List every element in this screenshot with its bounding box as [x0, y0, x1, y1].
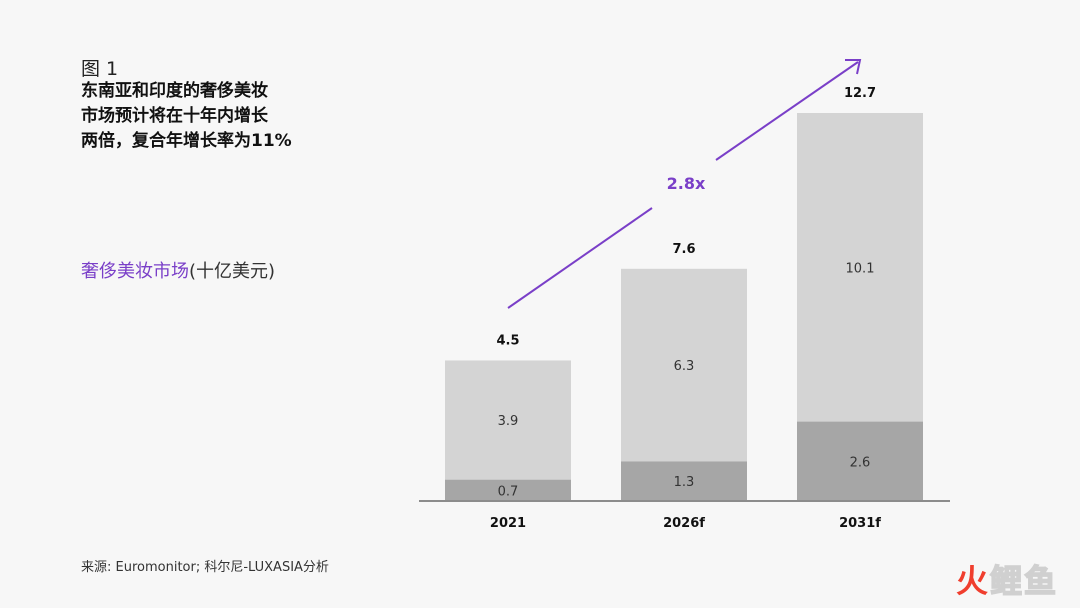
bar-segment-2026f-1 — [621, 268, 747, 462]
segment-value-label: 1.3 — [674, 475, 695, 490]
x-tick-label: 2026f — [663, 516, 705, 531]
bar-segment-2026f-0 — [621, 461, 747, 501]
segment-value-label: 6.3 — [674, 359, 695, 374]
bar-total-label: 7.6 — [672, 242, 695, 257]
watermark-logo: 火鲤鱼 — [955, 561, 1058, 601]
chart-title: 东南亚和印度的奢侈美妆 市场预计将在十年内增长 两倍，复合年增长率为11% — [81, 81, 292, 151]
subtitle-highlight: 奢侈美妆市场 — [81, 261, 189, 282]
source-note: 来源: Euromonitor; 科尔尼-LUXASIA分析 — [81, 560, 329, 575]
bar-segment-2031f-1 — [797, 113, 923, 422]
bar-segment-2021-1 — [445, 360, 571, 480]
subtitle-unit: (十亿美元) — [189, 261, 276, 282]
bar-total-label: 4.5 — [496, 333, 519, 348]
growth-multiplier-label: 2.8x — [667, 174, 706, 193]
x-tick-label: 2021 — [490, 516, 526, 531]
bar-total-label: 12.7 — [844, 86, 876, 101]
bars-group — [445, 113, 923, 501]
bar-segment-2021-0 — [445, 479, 571, 501]
growth-annotation: 2.8x — [507, 59, 862, 309]
growth-arrow-head-icon — [845, 59, 862, 75]
chart-subtitle: 奢侈美妆市场(十亿美元) — [81, 257, 275, 283]
labels-group: 0.7 3.9 4.5 2021 1.3 6.3 7.6 2026f 2.6 10.1 12.7 20… — [490, 86, 881, 531]
bar-segment-2031f-0 — [797, 421, 923, 501]
segment-value-label: 2.6 — [850, 455, 871, 470]
x-tick-label: 2031f — [839, 516, 881, 531]
growth-arrow-line-upper — [715, 61, 859, 161]
segment-value-label: 0.7 — [498, 484, 519, 499]
figure-label: 图 1 — [81, 58, 119, 80]
growth-arrow-line-lower — [507, 207, 653, 309]
segment-value-label: 3.9 — [498, 414, 519, 429]
segment-value-label: 10.1 — [846, 261, 875, 276]
